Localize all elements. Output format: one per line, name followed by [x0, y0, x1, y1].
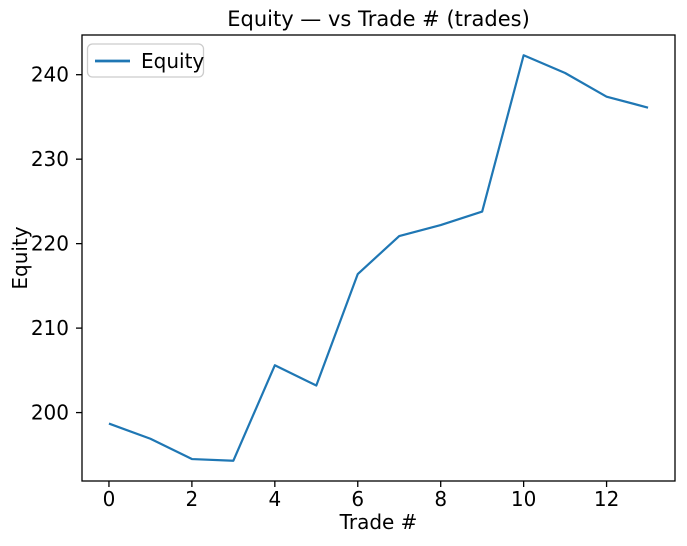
x-tick-label: 10	[511, 487, 536, 511]
y-axis-label: Equity	[8, 226, 32, 289]
x-tick-label: 12	[594, 487, 619, 511]
series-layer	[108, 54, 649, 462]
axes-spines	[81, 34, 676, 482]
x-tick-label: 6	[351, 487, 364, 511]
y-tick-label: 230	[31, 147, 69, 171]
x-tick-label: 2	[186, 487, 199, 511]
axes-ticks: 0 2 4 6 8 10 12 200 210 220 230 240	[31, 63, 619, 511]
y-tick-label: 240	[31, 63, 69, 87]
x-tick-label: 8	[434, 487, 447, 511]
x-tick-label: 4	[268, 487, 281, 511]
y-tick-label: 200	[31, 401, 69, 425]
equity-line	[108, 54, 649, 462]
legend-label: Equity	[141, 49, 204, 73]
y-tick-label: 220	[31, 232, 69, 256]
x-axis-label: Trade #	[339, 510, 418, 534]
chart-title: Equity — vs Trade # (trades)	[227, 7, 530, 31]
y-tick-label: 210	[31, 316, 69, 340]
legend-box	[86, 43, 205, 78]
legend: Equity	[86, 43, 205, 78]
x-tick-label: 0	[103, 487, 116, 511]
